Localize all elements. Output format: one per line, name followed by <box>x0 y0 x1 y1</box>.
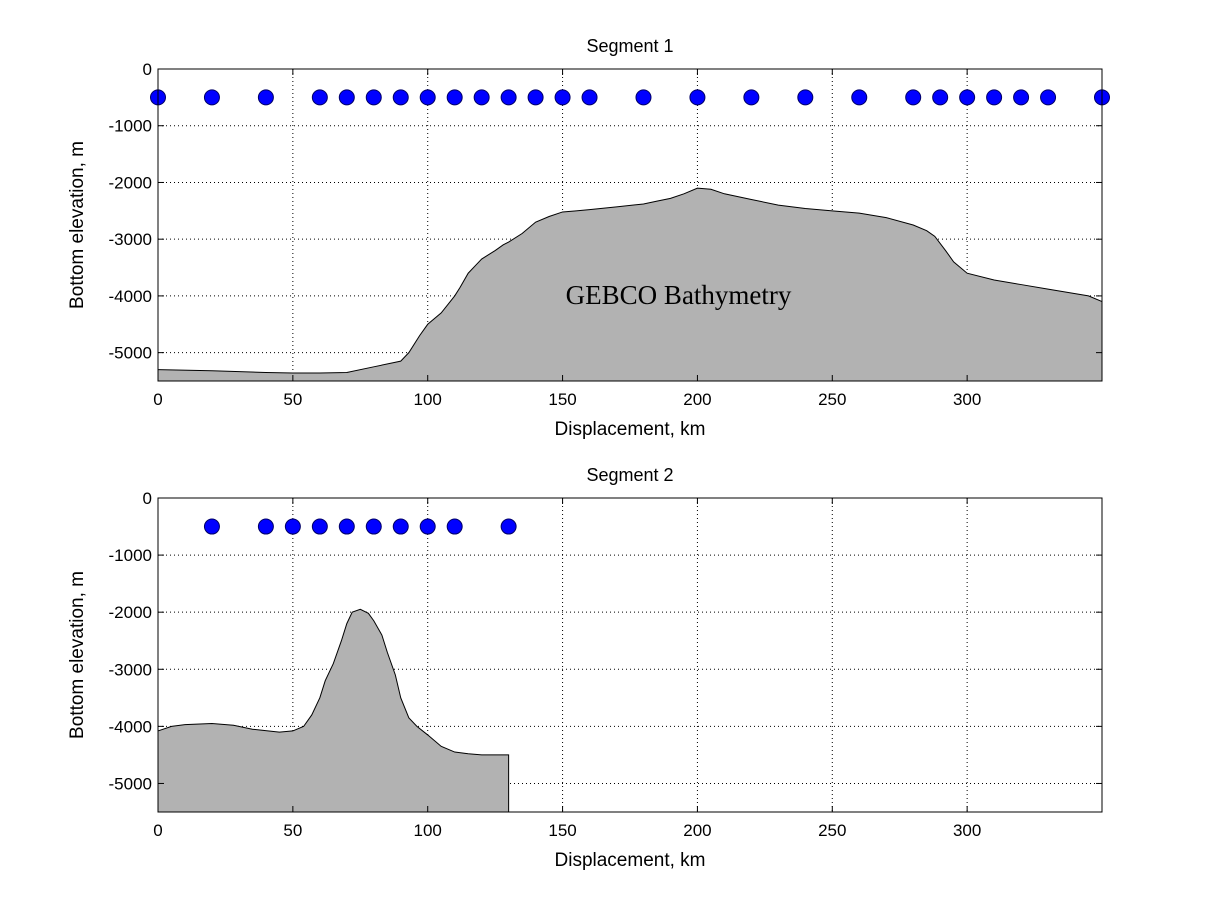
bathymetry-area <box>158 188 1102 381</box>
x-tick-label: 250 <box>818 390 846 409</box>
bathymetry-area <box>158 609 509 812</box>
axes-frame <box>157 497 1103 813</box>
station-marker <box>392 89 409 106</box>
station-marker <box>419 89 436 106</box>
x-axis-label: Displacement, km <box>555 419 706 440</box>
segment-1-panel: 0 50 100 150 200 250 300 0 -1000 -2000 -3000 -4000 -… <box>67 36 1110 440</box>
x-tick-label: 200 <box>683 821 711 840</box>
y-tick-label: -3000 <box>109 660 152 679</box>
x-tick-label: 300 <box>953 390 981 409</box>
x-axis-label: Displacement, km <box>555 850 706 871</box>
y-axis-label: Bottom elevation, m <box>67 571 88 739</box>
station-marker <box>500 89 517 106</box>
x-tick-label: 0 <box>153 390 162 409</box>
station-marker <box>365 518 382 535</box>
x-tick-label: 300 <box>953 821 981 840</box>
y-tick-label: -4000 <box>109 717 152 736</box>
station-marker <box>959 89 976 106</box>
chart-title: Segment 1 <box>586 36 673 56</box>
station-marker <box>743 89 760 106</box>
station-marker <box>500 518 517 535</box>
y-tick-label: -5000 <box>109 344 152 363</box>
y-tick-label: -1000 <box>109 117 152 136</box>
x-tick-label: 100 <box>414 821 442 840</box>
station-marker <box>446 89 463 106</box>
station-marker <box>257 89 274 106</box>
station-marker <box>932 89 949 106</box>
station-marker <box>203 518 220 535</box>
y-tick-label: -2000 <box>109 603 152 622</box>
gebco-annotation: GEBCO Bathymetry <box>566 280 792 310</box>
station-marker <box>338 518 355 535</box>
y-tick-label: -5000 <box>109 774 152 793</box>
x-tick-label: 0 <box>153 821 162 840</box>
station-marker <box>554 89 571 106</box>
y-tick-label: 0 <box>143 489 152 508</box>
y-tick-label: -1000 <box>109 546 152 565</box>
station-marker <box>905 89 922 106</box>
y-axis-label: Bottom elevation, m <box>67 141 88 309</box>
station-marker <box>365 89 382 106</box>
x-tick-label: 100 <box>414 390 442 409</box>
station-marker <box>797 89 814 106</box>
station-marker <box>851 89 868 106</box>
station-marker <box>689 89 706 106</box>
station-marker <box>338 89 355 106</box>
x-tick-label: 150 <box>548 390 576 409</box>
station-marker <box>473 89 490 106</box>
chart-title: Segment 2 <box>586 465 673 485</box>
x-tick-label: 200 <box>683 390 711 409</box>
x-tick-label: 150 <box>548 821 576 840</box>
station-marker <box>311 518 328 535</box>
x-tick-label: 50 <box>283 390 302 409</box>
y-tick-label: -3000 <box>109 230 152 249</box>
station-marker <box>392 518 409 535</box>
segment-2-panel: 0 50 100 150 200 250 300 0 -1000 -2000 -3000 -4000 -… <box>67 465 1103 871</box>
y-tick-label: -4000 <box>109 287 152 306</box>
station-marker <box>311 89 328 106</box>
station-marker <box>284 518 301 535</box>
station-marker <box>527 89 544 106</box>
bathymetry-outline <box>157 608 510 812</box>
x-tick-label: 50 <box>283 821 302 840</box>
station-marker <box>986 89 1003 106</box>
axes-frame <box>157 68 1103 382</box>
x-tick-label: 250 <box>818 821 846 840</box>
station-marker <box>1040 89 1057 106</box>
station-marker <box>635 89 652 106</box>
station-marker <box>446 518 463 535</box>
station-marker <box>581 89 598 106</box>
bathymetry-outline <box>157 187 1103 381</box>
station-marker <box>419 518 436 535</box>
station-marker <box>203 89 220 106</box>
y-tick-label: -2000 <box>109 173 152 192</box>
y-tick-label: 0 <box>143 60 152 79</box>
station-marker <box>257 518 274 535</box>
station-marker <box>1013 89 1030 106</box>
